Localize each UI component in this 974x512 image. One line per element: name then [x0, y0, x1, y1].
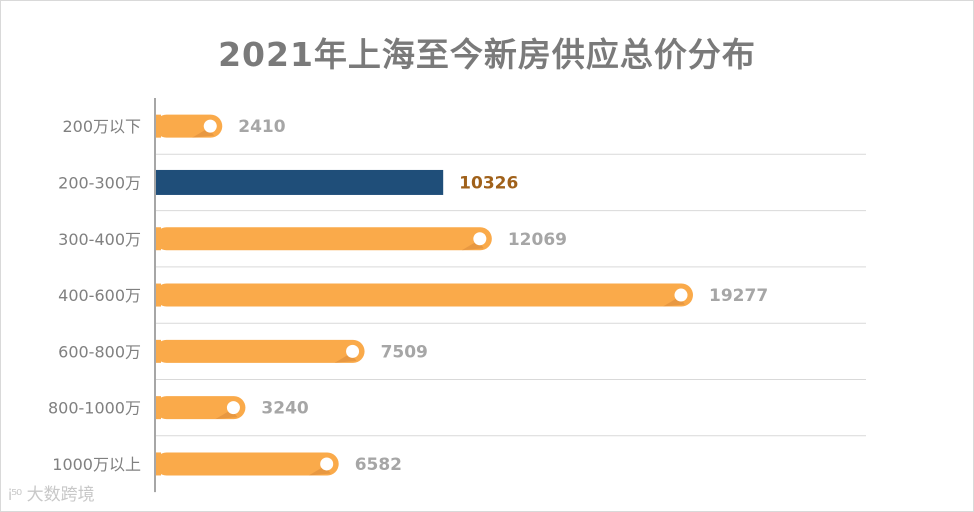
category-label: 800-1000万 — [48, 399, 141, 418]
bar-left-edge — [155, 452, 161, 476]
bar-left-edge — [155, 114, 161, 138]
bar — [155, 283, 693, 307]
category-label: 400-600万 — [58, 286, 141, 305]
value-label: 10326 — [459, 173, 518, 193]
bar-left-edge — [155, 339, 161, 363]
category-label: 300-400万 — [58, 230, 141, 249]
value-label: 2410 — [238, 117, 285, 137]
category-label: 200万以下 — [62, 117, 141, 136]
value-label: 6582 — [355, 455, 402, 475]
bar — [155, 169, 444, 195]
category-label: 1000万以上 — [52, 455, 141, 474]
bar — [155, 227, 492, 251]
value-label: 12069 — [508, 230, 567, 250]
watermark: i⁵⁰ 大数跨境 — [8, 480, 95, 505]
watermark-logo: i⁵⁰ — [8, 486, 22, 504]
bar — [155, 396, 246, 420]
value-label: 7509 — [381, 342, 428, 362]
bar-left-edge — [155, 227, 161, 251]
bar-left-edge — [155, 283, 161, 307]
chart-title: 2021年上海至今新房供应总价分布 — [218, 35, 756, 74]
bar — [155, 452, 339, 476]
bar-knob — [320, 457, 334, 471]
category-label: 200-300万 — [58, 173, 141, 192]
bar-knob — [473, 232, 487, 246]
bar-knob — [226, 401, 240, 415]
category-label: 600-800万 — [58, 342, 141, 361]
bar — [155, 339, 365, 363]
value-label: 3240 — [261, 399, 308, 419]
value-label: 19277 — [709, 286, 768, 306]
bar-knob — [346, 344, 360, 358]
watermark-text: 大数跨境 — [26, 485, 95, 505]
bar-left-edge — [155, 396, 161, 420]
bar-knob — [674, 288, 688, 302]
bar-knob — [203, 119, 217, 133]
